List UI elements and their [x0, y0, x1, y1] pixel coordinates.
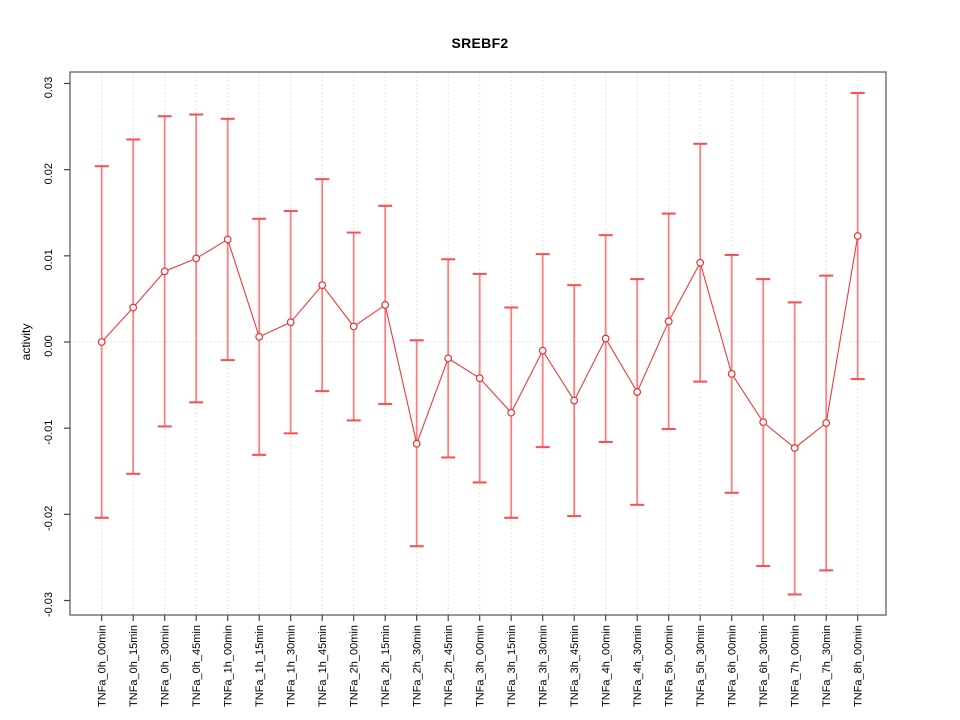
x-tick-label: TNFa_3h_30min [538, 625, 550, 707]
y-tick-label: -0.01 [43, 420, 55, 445]
x-tick-label: TNFa_4h_30min [632, 625, 644, 707]
data-point [286, 318, 295, 327]
x-tick-label: TNFa_5h_00min [664, 625, 676, 707]
data-point [507, 408, 516, 417]
data-point [129, 303, 138, 312]
x-tick-label: TNFa_0h_45min [191, 625, 203, 707]
x-tick-label: TNFa_7h_30min [821, 625, 833, 707]
x-tick-label: TNFa_0h_15min [128, 625, 140, 707]
data-point [538, 346, 547, 355]
data-point [727, 369, 736, 378]
x-tick-label: TNFa_0h_30min [160, 625, 172, 707]
x-tick-label: TNFa_3h_00min [475, 625, 487, 707]
x-tick-label: TNFa_4h_00min [601, 625, 613, 707]
x-tick-label: TNFa_2h_30min [412, 625, 424, 707]
data-point [223, 235, 232, 244]
y-tick-label: -0.03 [43, 592, 55, 617]
plot-border [69, 71, 887, 616]
x-tick-label: TNFa_7h_00min [790, 625, 802, 707]
y-tick-label: 0.03 [43, 77, 55, 98]
data-point [444, 354, 453, 363]
data-point [696, 258, 705, 267]
data-point [664, 317, 673, 326]
data-point [412, 439, 421, 448]
y-tick-label: 0.00 [43, 335, 55, 356]
y-tick-label: -0.02 [43, 506, 55, 531]
x-tick-label: TNFa_1h_30min [286, 625, 298, 707]
x-tick-label: TNFa_5h_30min [695, 625, 707, 707]
data-point [759, 418, 768, 427]
data-point [97, 338, 106, 346]
data-point [255, 332, 264, 341]
x-tick-label: TNFa_1h_45min [317, 625, 329, 707]
data-point [822, 419, 831, 427]
x-tick-label: TNFa_6h_30min [758, 625, 770, 707]
y-tick-label: 0.02 [43, 163, 55, 184]
data-point [349, 322, 358, 331]
data-point [160, 267, 169, 276]
x-tick-label: TNFa_3h_15min [506, 625, 518, 707]
chart-title: SREBF2 [451, 35, 509, 51]
data-point [570, 396, 579, 405]
x-tick-label: TNFa_3h_45min [569, 625, 581, 707]
x-tick-label: TNFa_8h_00min [853, 625, 865, 707]
data-point [790, 444, 799, 452]
x-tick-label: TNFa_6h_00min [727, 625, 739, 707]
data-point [633, 388, 642, 396]
data-point [192, 254, 201, 263]
y-tick-label: 0.01 [43, 249, 55, 270]
x-tick-label: TNFa_0h_00min [97, 625, 109, 707]
x-tick-label: TNFa_1h_00min [223, 625, 235, 707]
x-tick-label: TNFa_2h_15min [380, 625, 392, 707]
x-tick-label: TNFa_2h_45min [443, 625, 455, 707]
data-point [381, 301, 390, 309]
data-point [318, 281, 327, 290]
data-point [853, 232, 862, 240]
data-point [601, 334, 610, 343]
x-tick-label: TNFa_1h_15min [254, 625, 266, 707]
x-tick-label: TNFa_2h_00min [349, 625, 361, 707]
data-point [475, 374, 484, 383]
